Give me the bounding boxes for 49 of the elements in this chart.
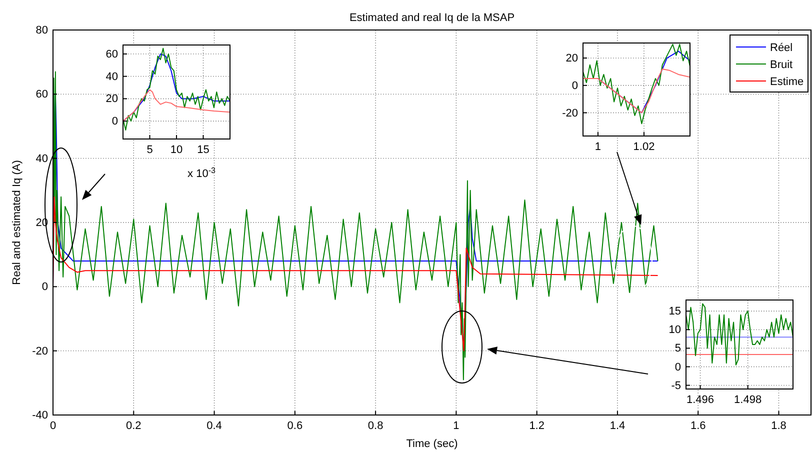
x-tick-label: 1 — [453, 420, 460, 432]
x-tick-label: 1.02 — [633, 140, 655, 153]
y-tick-label: 60 — [106, 48, 118, 60]
y-tick-label: 0 — [572, 80, 578, 92]
legend-label: Bruit — [770, 59, 793, 71]
line-series — [123, 89, 230, 122]
x-tick-label: 15 — [197, 144, 210, 156]
x-tick-label: 1.8 — [771, 420, 786, 432]
x-tick-label: 0 — [50, 420, 56, 432]
x-axis-title: x 10$^{-3}$ — [188, 166, 216, 180]
x-tick-label: 1.4 — [610, 420, 626, 432]
y-tick-label: 20 — [106, 93, 118, 106]
x-tick-label: 0.4 — [206, 420, 222, 432]
y-tick-label: -20 — [32, 345, 48, 358]
line-series — [583, 68, 690, 114]
y-tick-label: 10 — [668, 324, 681, 336]
x-axis-title: Time (sec) — [406, 438, 458, 450]
line-series — [686, 303, 793, 366]
x-tick-label: 1.496 — [686, 394, 714, 406]
line-series — [53, 196, 658, 352]
y-tick-label: 40 — [106, 70, 118, 83]
y-tick-label: 60 — [36, 88, 48, 101]
y-tick-label: 0 — [674, 361, 681, 374]
legend-label: Réel — [770, 42, 793, 54]
x-tick-label: 1.498 — [734, 394, 762, 406]
y-tick-label: 0 — [42, 281, 48, 294]
y-tick-label: 15 — [668, 306, 681, 318]
y-tick-label: 80 — [36, 24, 48, 37]
x-tick-label: 1.6 — [690, 420, 706, 432]
y-tick-label: 0 — [112, 116, 118, 128]
y-tick-label: -5 — [671, 380, 681, 392]
y-tick-label: 40 — [36, 152, 48, 165]
y-tick-label: -40 — [32, 410, 48, 422]
x-tick-label: 1 — [594, 140, 602, 153]
chart-title: Estimated and real Iq de la MSAP — [349, 12, 515, 24]
x-tick-label: 0.8 — [368, 420, 384, 432]
legend-label: Estime — [770, 76, 804, 88]
line-series — [53, 71, 658, 380]
x-tick-label: 0.6 — [287, 420, 303, 432]
x-tick-label: 5 — [146, 144, 153, 156]
y-axis-title: Real and estimated Iq (A) — [11, 160, 23, 285]
line-series — [123, 48, 230, 131]
y-tick-label: -20 — [562, 107, 578, 120]
x-tick-label: 1.2 — [529, 420, 544, 432]
y-tick-label: 20 — [566, 52, 578, 65]
x-tick-label: 0.2 — [126, 420, 142, 432]
line-series — [583, 44, 690, 124]
x-tick-label: 10 — [170, 144, 183, 156]
y-tick-label: 5 — [674, 342, 681, 355]
